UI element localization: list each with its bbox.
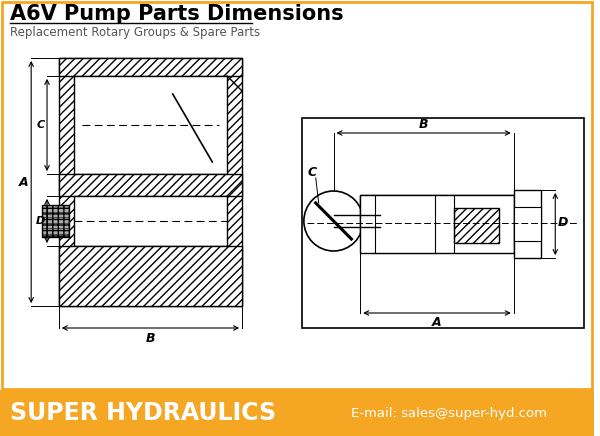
Text: A6V Pump Parts Dimensions: A6V Pump Parts Dimensions [10, 4, 344, 24]
Text: E-mail: sales@super-hyd.com: E-mail: sales@super-hyd.com [352, 406, 547, 419]
Text: SUPER HYDRAULICS: SUPER HYDRAULICS [10, 401, 276, 425]
Text: A: A [432, 316, 442, 328]
Bar [74, 196, 227, 246]
Bar [0, 390, 594, 436]
Bar [375, 213, 434, 229]
Bar [59, 58, 242, 76]
Text: D: D [36, 216, 45, 226]
Text: B: B [146, 331, 155, 344]
Text: A: A [19, 176, 28, 188]
Bar [42, 205, 69, 237]
Bar [514, 190, 541, 258]
Bar [59, 58, 242, 306]
Text: C: C [307, 167, 316, 180]
Circle shape [304, 191, 363, 251]
Text: C: C [37, 120, 45, 130]
Bar [59, 174, 242, 196]
Text: D: D [558, 217, 568, 229]
Text: B: B [419, 117, 428, 130]
Bar [514, 207, 541, 241]
Bar [302, 118, 584, 328]
Bar [74, 76, 227, 174]
Bar [360, 195, 514, 253]
Text: Replacement Rotary Groups & Spare Parts: Replacement Rotary Groups & Spare Parts [10, 26, 260, 39]
Bar [360, 195, 514, 233]
Bar [454, 208, 499, 243]
Bar [59, 246, 242, 306]
Bar [375, 233, 434, 253]
Bar [2, 2, 592, 389]
